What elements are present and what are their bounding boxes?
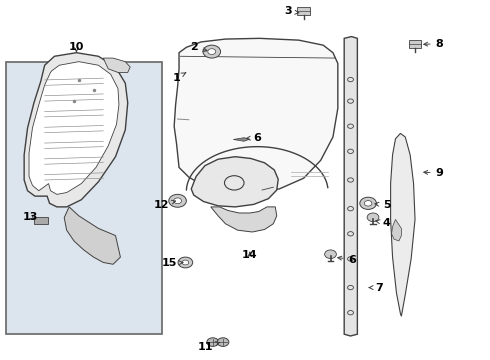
Text: 7: 7 <box>369 283 383 293</box>
Circle shape <box>203 45 220 58</box>
Circle shape <box>367 213 379 222</box>
Bar <box>297 7 310 15</box>
PathPatch shape <box>24 53 128 207</box>
Text: 1: 1 <box>172 73 186 83</box>
PathPatch shape <box>391 134 415 316</box>
Circle shape <box>182 260 189 265</box>
Text: 8: 8 <box>424 39 443 49</box>
Circle shape <box>178 257 193 268</box>
Bar <box>409 40 421 48</box>
Text: 6: 6 <box>246 133 261 143</box>
Circle shape <box>325 250 336 258</box>
Circle shape <box>217 338 229 346</box>
Bar <box>34 217 48 224</box>
PathPatch shape <box>29 62 119 194</box>
Text: 5: 5 <box>375 200 391 210</box>
Circle shape <box>360 197 376 210</box>
PathPatch shape <box>233 138 250 141</box>
Circle shape <box>169 194 186 207</box>
PathPatch shape <box>191 157 278 207</box>
Circle shape <box>365 201 372 206</box>
Text: 10: 10 <box>69 42 84 52</box>
Text: 14: 14 <box>242 250 258 260</box>
Text: 2: 2 <box>190 42 207 52</box>
PathPatch shape <box>103 58 130 72</box>
Text: 11: 11 <box>198 342 220 352</box>
Circle shape <box>207 338 219 346</box>
Text: 3: 3 <box>284 6 299 17</box>
Text: 4: 4 <box>376 218 391 228</box>
Circle shape <box>208 49 216 54</box>
PathPatch shape <box>344 37 357 336</box>
PathPatch shape <box>64 207 121 264</box>
Text: 9: 9 <box>424 168 443 178</box>
Text: 15: 15 <box>162 258 183 268</box>
Text: 13: 13 <box>23 212 38 221</box>
PathPatch shape <box>174 39 338 193</box>
Text: 12: 12 <box>153 200 175 210</box>
Circle shape <box>173 198 181 204</box>
Bar <box>5 62 162 334</box>
PathPatch shape <box>392 220 401 241</box>
Text: 6: 6 <box>338 255 356 265</box>
PathPatch shape <box>211 207 277 232</box>
